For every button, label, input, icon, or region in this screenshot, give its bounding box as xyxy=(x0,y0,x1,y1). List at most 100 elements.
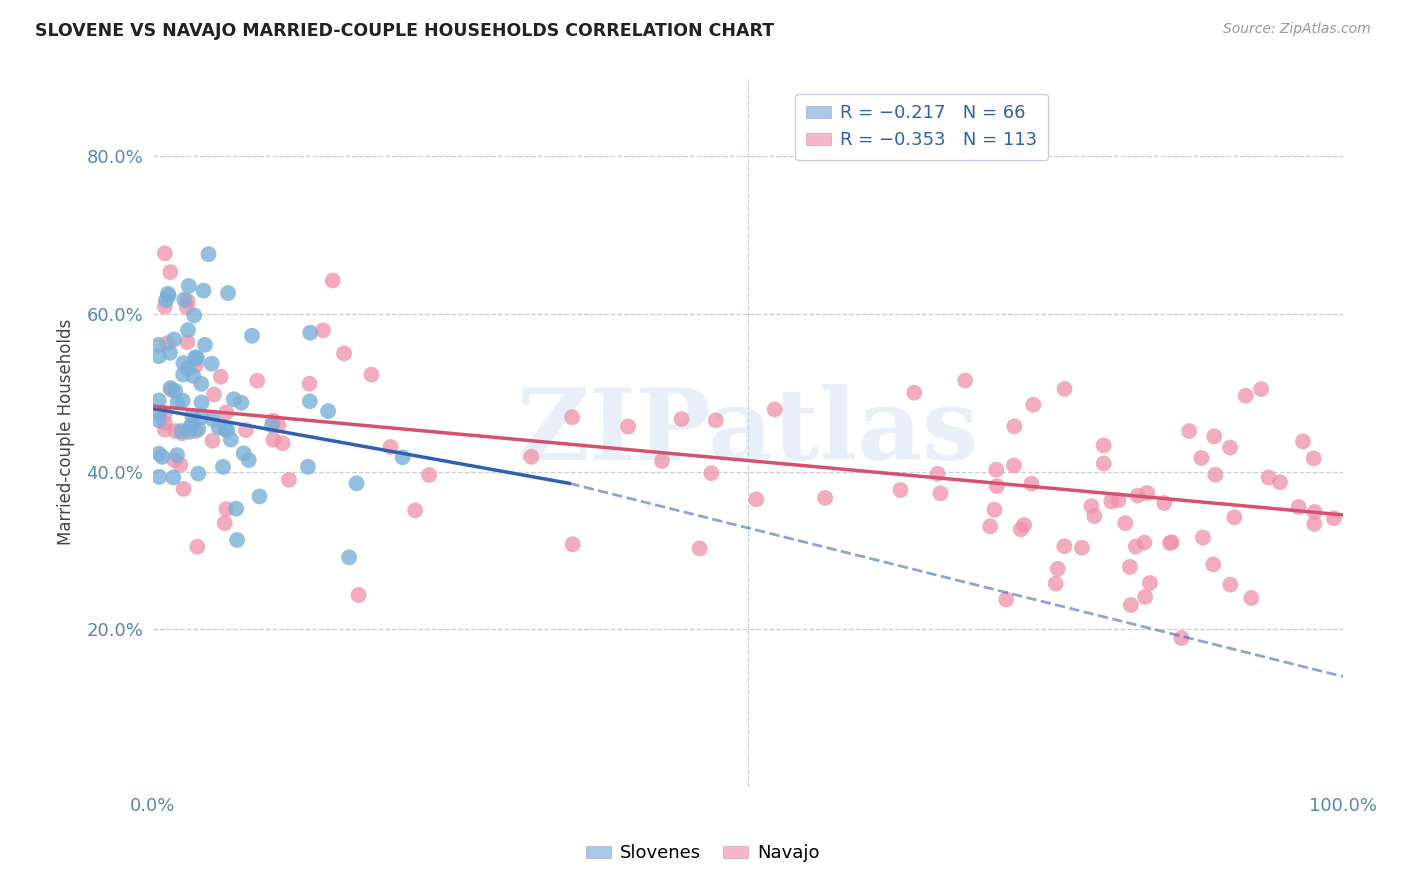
Point xyxy=(1303,516,1326,531)
Point xyxy=(1219,441,1241,455)
Point xyxy=(346,476,368,491)
Point xyxy=(148,470,170,484)
Point xyxy=(231,395,253,409)
Point xyxy=(1178,424,1201,438)
Point xyxy=(1125,540,1147,554)
Point xyxy=(246,374,269,388)
Point xyxy=(153,246,176,260)
Point xyxy=(226,533,249,547)
Point xyxy=(173,482,195,496)
Point xyxy=(1046,562,1069,576)
Point xyxy=(184,350,207,364)
Point xyxy=(380,440,402,454)
Point xyxy=(162,470,184,484)
Point xyxy=(148,349,170,363)
Point xyxy=(1002,419,1025,434)
Point xyxy=(1170,631,1192,645)
Point xyxy=(986,463,1008,477)
Point xyxy=(814,491,837,505)
Point xyxy=(979,519,1001,533)
Point xyxy=(271,436,294,450)
Point xyxy=(298,376,321,391)
Point xyxy=(170,424,193,438)
Legend: Slovenes, Navajo: Slovenes, Navajo xyxy=(579,838,827,870)
Point xyxy=(617,419,640,434)
Y-axis label: Married-couple Households: Married-couple Households xyxy=(58,319,75,545)
Point xyxy=(1099,494,1122,508)
Point xyxy=(163,453,186,467)
Point xyxy=(1021,476,1043,491)
Point xyxy=(190,410,212,425)
Point xyxy=(215,405,238,419)
Point xyxy=(153,423,176,437)
Point xyxy=(267,418,290,433)
Point xyxy=(159,381,181,395)
Text: Source: ZipAtlas.com: Source: ZipAtlas.com xyxy=(1223,22,1371,37)
Point xyxy=(929,486,952,500)
Point xyxy=(1092,438,1115,452)
Point xyxy=(214,516,236,530)
Point xyxy=(689,541,711,556)
Point xyxy=(404,503,426,517)
Legend: R = −0.217   N = 66, R = −0.353   N = 113: R = −0.217 N = 66, R = −0.353 N = 113 xyxy=(796,94,1049,161)
Point xyxy=(201,412,224,426)
Point xyxy=(190,395,212,409)
Point xyxy=(1202,558,1225,572)
Point xyxy=(156,286,179,301)
Point xyxy=(1092,457,1115,471)
Point xyxy=(177,323,200,337)
Point xyxy=(298,394,321,409)
Point xyxy=(671,412,693,426)
Point xyxy=(1219,577,1241,591)
Point xyxy=(212,459,235,474)
Point xyxy=(1189,450,1212,465)
Point xyxy=(202,387,225,401)
Point xyxy=(249,490,271,504)
Point xyxy=(1204,429,1226,443)
Point xyxy=(183,309,205,323)
Point xyxy=(1119,560,1142,574)
Point xyxy=(148,393,170,408)
Point xyxy=(763,402,786,417)
Point xyxy=(1303,505,1326,519)
Point xyxy=(347,588,370,602)
Point xyxy=(1053,539,1076,553)
Point xyxy=(180,419,202,434)
Text: ZIPatlas: ZIPatlas xyxy=(516,384,979,481)
Point xyxy=(1257,470,1279,484)
Point xyxy=(153,416,176,430)
Point xyxy=(181,368,204,383)
Point xyxy=(316,404,339,418)
Point xyxy=(1268,475,1291,490)
Point xyxy=(561,410,583,425)
Point xyxy=(520,450,543,464)
Point xyxy=(209,369,232,384)
Point xyxy=(166,448,188,462)
Point xyxy=(165,424,187,438)
Point xyxy=(217,423,239,437)
Point xyxy=(1302,451,1324,466)
Point xyxy=(159,346,181,360)
Point xyxy=(155,293,177,308)
Point xyxy=(262,433,284,447)
Point xyxy=(1153,496,1175,510)
Point xyxy=(238,453,260,467)
Point xyxy=(983,502,1005,516)
Point xyxy=(181,409,204,423)
Point xyxy=(172,426,194,441)
Point xyxy=(172,368,194,382)
Point xyxy=(1250,382,1272,396)
Point xyxy=(1083,509,1105,524)
Point xyxy=(163,332,186,346)
Point xyxy=(148,447,170,461)
Point xyxy=(360,368,382,382)
Point xyxy=(201,357,224,371)
Point xyxy=(176,335,198,350)
Point xyxy=(1022,398,1045,412)
Point xyxy=(1234,389,1257,403)
Point xyxy=(1012,518,1035,533)
Point xyxy=(1204,467,1226,482)
Point xyxy=(1108,493,1130,508)
Point xyxy=(217,286,239,301)
Point xyxy=(190,376,212,391)
